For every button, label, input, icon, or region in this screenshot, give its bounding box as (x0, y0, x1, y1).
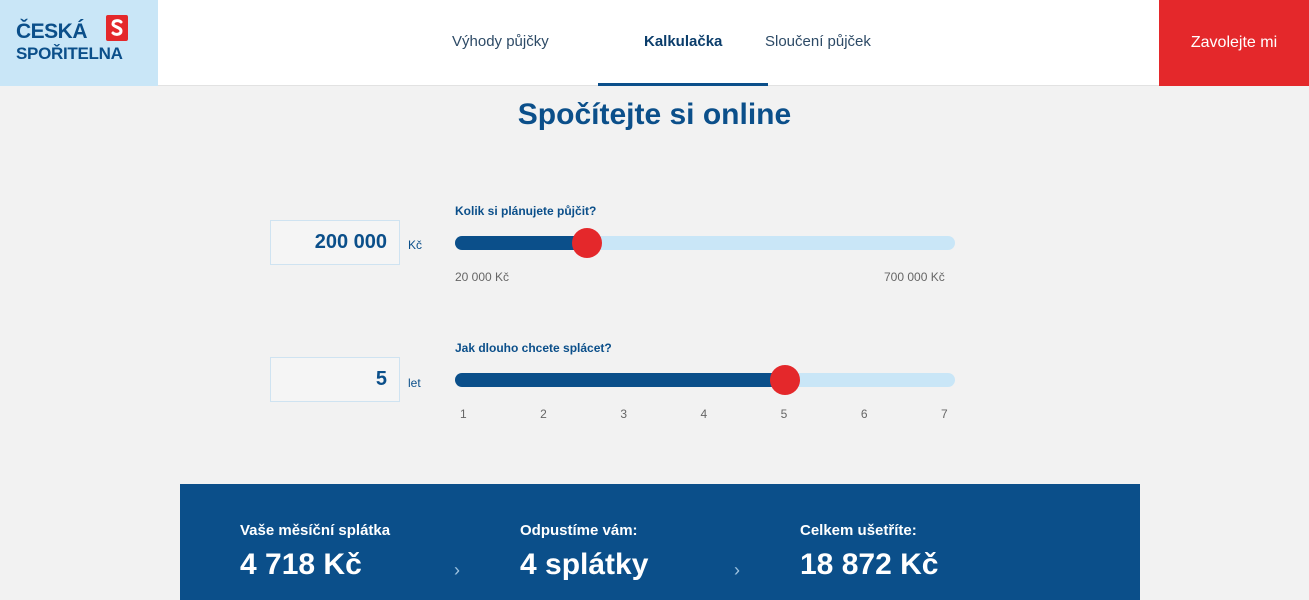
nav-vyhody-pujcky[interactable]: Výhody půjčky (452, 33, 549, 50)
monthly-payment: Vaše měsíční splátka 4 718 Kč (240, 522, 390, 582)
page-title: Spočítejte si online (517, 98, 792, 131)
amount-slider-fill (455, 236, 587, 250)
amount-slider-track[interactable] (455, 228, 955, 258)
cs-logo-mark-icon (106, 15, 128, 41)
term-slider-track[interactable] (455, 365, 955, 395)
term-tick-label: 3 (620, 407, 628, 421)
chevron-right-icon: › (454, 560, 460, 580)
amount-slider-label: Kolik si plánujete půjčit? (455, 204, 597, 218)
term-tick-label: 7 (941, 407, 948, 421)
forgiven-payments: Odpustíme vám: 4 splátky (520, 522, 648, 582)
term-tick-label: 4 (700, 407, 708, 421)
total-savings: Celkem ušetříte: 18 872 Kč (800, 522, 938, 582)
logo-text-line1: ČESKÁ (16, 20, 88, 43)
term-slider-fill (455, 373, 785, 387)
amount-max-label: 700 000 Kč (884, 270, 945, 284)
term-input[interactable]: 5 (270, 357, 400, 402)
results-panel: Vaše měsíční splátka 4 718 Kč › Odpustím… (180, 484, 1140, 600)
term-tick-label: 5 (780, 407, 788, 421)
term-slider-thumb[interactable] (770, 365, 800, 395)
brand-logo[interactable]: ČESKÁ SPOŘITELNA (0, 0, 158, 86)
active-nav-indicator (598, 83, 768, 86)
term-tick-label: 1 (460, 407, 467, 421)
forgiven-payments-label: Odpustíme vám: (520, 522, 638, 539)
total-savings-label: Celkem ušetříte: (800, 522, 917, 539)
nav-slouceni-pujcek[interactable]: Sloučení půjček (765, 33, 871, 50)
amount-input[interactable]: 200 000 (270, 220, 400, 265)
forgiven-payments-value: 4 splátky (520, 548, 649, 581)
amount-unit: Kč (408, 238, 423, 252)
amount-min-label: 20 000 Kč (455, 270, 510, 284)
term-tick-label: 6 (860, 407, 868, 421)
term-slider-label: Jak dlouho chcete splácet? (455, 341, 612, 355)
amount-slider-thumb[interactable] (572, 228, 602, 258)
site-header: ČESKÁ SPOŘITELNA Výhody půjčky Kalkulačk… (0, 0, 1309, 86)
total-savings-value: 18 872 Kč (800, 548, 939, 581)
logo-text-line2: SPOŘITELNA (16, 44, 123, 63)
term-unit: let (408, 376, 421, 390)
nav-kalkulacka[interactable]: Kalkulačka (644, 33, 723, 50)
monthly-payment-value: 4 718 Kč (240, 548, 362, 581)
chevron-right-icon: › (734, 560, 740, 580)
monthly-payment-label: Vaše měsíční splátka (240, 522, 391, 539)
call-me-button[interactable]: Zavolejte mi (1159, 0, 1309, 86)
term-tick-label: 2 (540, 407, 547, 421)
